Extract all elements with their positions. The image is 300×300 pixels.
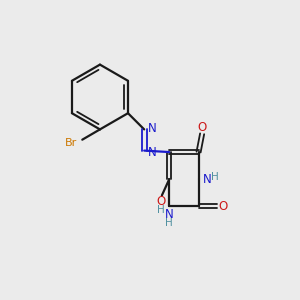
Text: H: H: [158, 205, 165, 215]
Text: N: N: [148, 146, 157, 159]
Text: O: O: [157, 195, 166, 208]
Text: O: O: [197, 121, 207, 134]
Text: N: N: [165, 208, 174, 221]
Text: H: H: [211, 172, 219, 182]
Text: N: N: [202, 173, 211, 186]
Text: O: O: [219, 200, 228, 213]
Text: N: N: [148, 122, 157, 135]
Text: Br: Br: [65, 138, 77, 148]
Text: H: H: [165, 218, 173, 228]
